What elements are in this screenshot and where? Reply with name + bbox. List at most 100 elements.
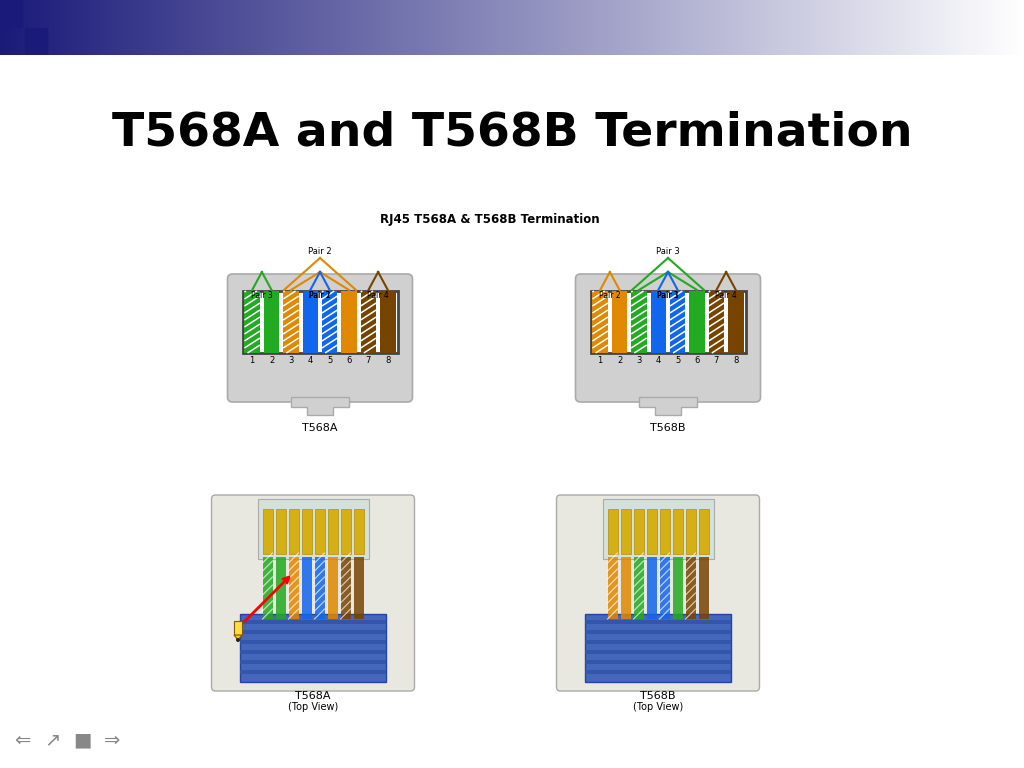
Bar bbox=[698, 509, 709, 554]
Bar bbox=[243, 291, 397, 353]
Text: 4: 4 bbox=[655, 356, 660, 365]
Bar bbox=[685, 557, 695, 619]
Bar bbox=[314, 557, 325, 619]
FancyBboxPatch shape bbox=[575, 274, 761, 402]
Bar bbox=[591, 291, 745, 353]
Text: Pair 1: Pair 1 bbox=[657, 291, 679, 300]
Bar bbox=[275, 509, 286, 554]
FancyBboxPatch shape bbox=[212, 495, 415, 691]
Bar bbox=[593, 291, 608, 353]
Bar bbox=[301, 509, 311, 554]
Bar bbox=[698, 557, 709, 619]
Bar bbox=[634, 509, 643, 554]
Text: 3: 3 bbox=[288, 356, 294, 365]
Bar bbox=[289, 509, 299, 554]
Bar bbox=[264, 291, 280, 353]
Bar bbox=[659, 557, 670, 619]
Bar bbox=[257, 499, 369, 559]
Text: 6: 6 bbox=[346, 356, 352, 365]
Bar bbox=[650, 291, 666, 353]
FancyBboxPatch shape bbox=[556, 495, 760, 691]
Bar bbox=[25, 28, 47, 55]
Bar bbox=[607, 509, 617, 554]
Text: Pair 4: Pair 4 bbox=[368, 291, 389, 300]
Text: 5: 5 bbox=[327, 356, 333, 365]
Bar bbox=[328, 557, 338, 619]
Bar bbox=[585, 614, 731, 682]
Text: Pair 3: Pair 3 bbox=[251, 291, 272, 300]
Bar bbox=[673, 509, 683, 554]
Bar bbox=[322, 291, 338, 353]
Bar bbox=[659, 509, 670, 554]
Text: Pair 2: Pair 2 bbox=[308, 247, 332, 256]
Polygon shape bbox=[291, 397, 349, 415]
Bar bbox=[289, 557, 299, 619]
Bar bbox=[240, 630, 386, 634]
Bar bbox=[341, 509, 350, 554]
Bar bbox=[360, 291, 376, 353]
Text: 7: 7 bbox=[366, 356, 371, 365]
Bar bbox=[607, 557, 617, 619]
Bar bbox=[284, 291, 299, 353]
Polygon shape bbox=[234, 635, 242, 640]
Bar bbox=[585, 670, 731, 674]
Text: Pair 4: Pair 4 bbox=[715, 291, 737, 300]
Bar bbox=[709, 291, 724, 353]
Bar bbox=[245, 291, 260, 353]
FancyBboxPatch shape bbox=[227, 274, 413, 402]
Bar bbox=[728, 291, 743, 353]
Bar bbox=[353, 509, 364, 554]
Text: (Top View): (Top View) bbox=[288, 702, 338, 712]
Bar bbox=[301, 557, 311, 619]
Bar bbox=[262, 509, 272, 554]
Bar bbox=[240, 670, 386, 674]
Text: Pair 1: Pair 1 bbox=[309, 291, 331, 300]
Text: 2: 2 bbox=[269, 356, 274, 365]
Bar bbox=[275, 557, 286, 619]
Bar bbox=[673, 557, 683, 619]
Circle shape bbox=[236, 638, 240, 642]
Bar bbox=[353, 557, 364, 619]
Text: 1: 1 bbox=[250, 356, 255, 365]
Bar bbox=[0, 0, 22, 27]
Bar bbox=[240, 614, 386, 682]
Text: T568A and T568B Termination: T568A and T568B Termination bbox=[112, 111, 912, 155]
Text: T568B: T568B bbox=[650, 423, 686, 433]
Bar bbox=[585, 660, 731, 664]
Bar bbox=[685, 509, 695, 554]
Bar bbox=[585, 650, 731, 654]
Text: ⇒: ⇒ bbox=[103, 730, 120, 750]
Bar bbox=[634, 557, 643, 619]
Bar bbox=[611, 291, 628, 353]
Text: T568A: T568A bbox=[302, 423, 338, 433]
Bar bbox=[240, 640, 386, 644]
Bar bbox=[240, 620, 386, 624]
Bar bbox=[262, 557, 272, 619]
Text: 8: 8 bbox=[385, 356, 390, 365]
Text: Pair 3: Pair 3 bbox=[657, 291, 679, 300]
Bar bbox=[341, 291, 356, 353]
Text: Pair 2: Pair 2 bbox=[309, 291, 331, 300]
Bar bbox=[646, 557, 656, 619]
Bar bbox=[240, 650, 386, 654]
Text: 5: 5 bbox=[675, 356, 680, 365]
Bar bbox=[328, 509, 338, 554]
Polygon shape bbox=[639, 397, 697, 415]
Bar bbox=[602, 499, 714, 559]
Bar bbox=[314, 509, 325, 554]
Bar bbox=[646, 509, 656, 554]
Bar bbox=[670, 291, 685, 353]
Bar bbox=[631, 291, 647, 353]
Bar bbox=[302, 291, 318, 353]
Text: 4: 4 bbox=[307, 356, 313, 365]
Text: 7: 7 bbox=[714, 356, 719, 365]
Text: ↗: ↗ bbox=[44, 730, 60, 750]
Bar bbox=[341, 557, 350, 619]
Bar bbox=[621, 509, 631, 554]
Bar bbox=[585, 620, 731, 624]
Bar bbox=[234, 621, 242, 635]
Text: ⇐: ⇐ bbox=[13, 730, 30, 750]
Text: T568B: T568B bbox=[640, 691, 676, 701]
Text: Pair 2: Pair 2 bbox=[599, 291, 621, 300]
Text: ■: ■ bbox=[73, 730, 91, 750]
